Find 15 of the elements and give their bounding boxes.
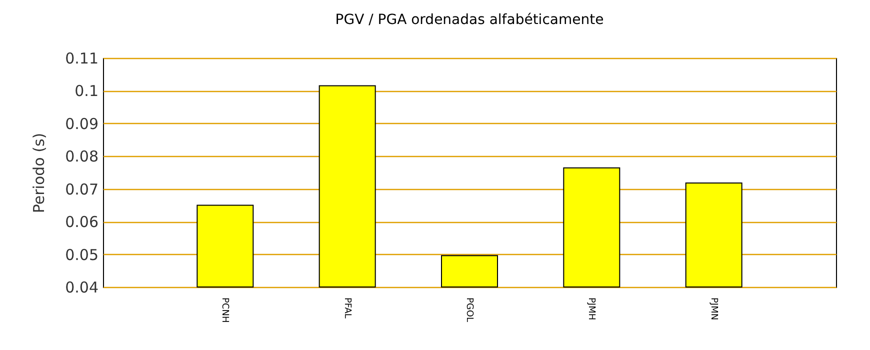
chart-title: PGV / PGA ordenadas alfabéticamente	[335, 12, 604, 28]
y-tick-label: 0.07	[65, 180, 98, 198]
y-tick-label: 0.06	[65, 213, 98, 232]
y-tick-label: 0.1	[74, 82, 98, 100]
y-tick-label: 0.04	[65, 278, 98, 296]
y-axis-title: Periodo (s)	[30, 132, 48, 214]
x-tick-label: PCNH	[220, 298, 230, 323]
y-tick-label: 0.09	[65, 114, 98, 133]
y-tick-label: 0.08	[65, 148, 98, 166]
x-tick-label: PJMH	[586, 298, 596, 320]
x-tick-label: PJMN	[708, 298, 718, 320]
y-tick-label: 0.11	[65, 50, 98, 68]
y-tick-label: 0.05	[65, 246, 98, 264]
x-tick-label: PGOL	[464, 298, 474, 322]
x-tick-label: PFAL	[342, 298, 352, 318]
